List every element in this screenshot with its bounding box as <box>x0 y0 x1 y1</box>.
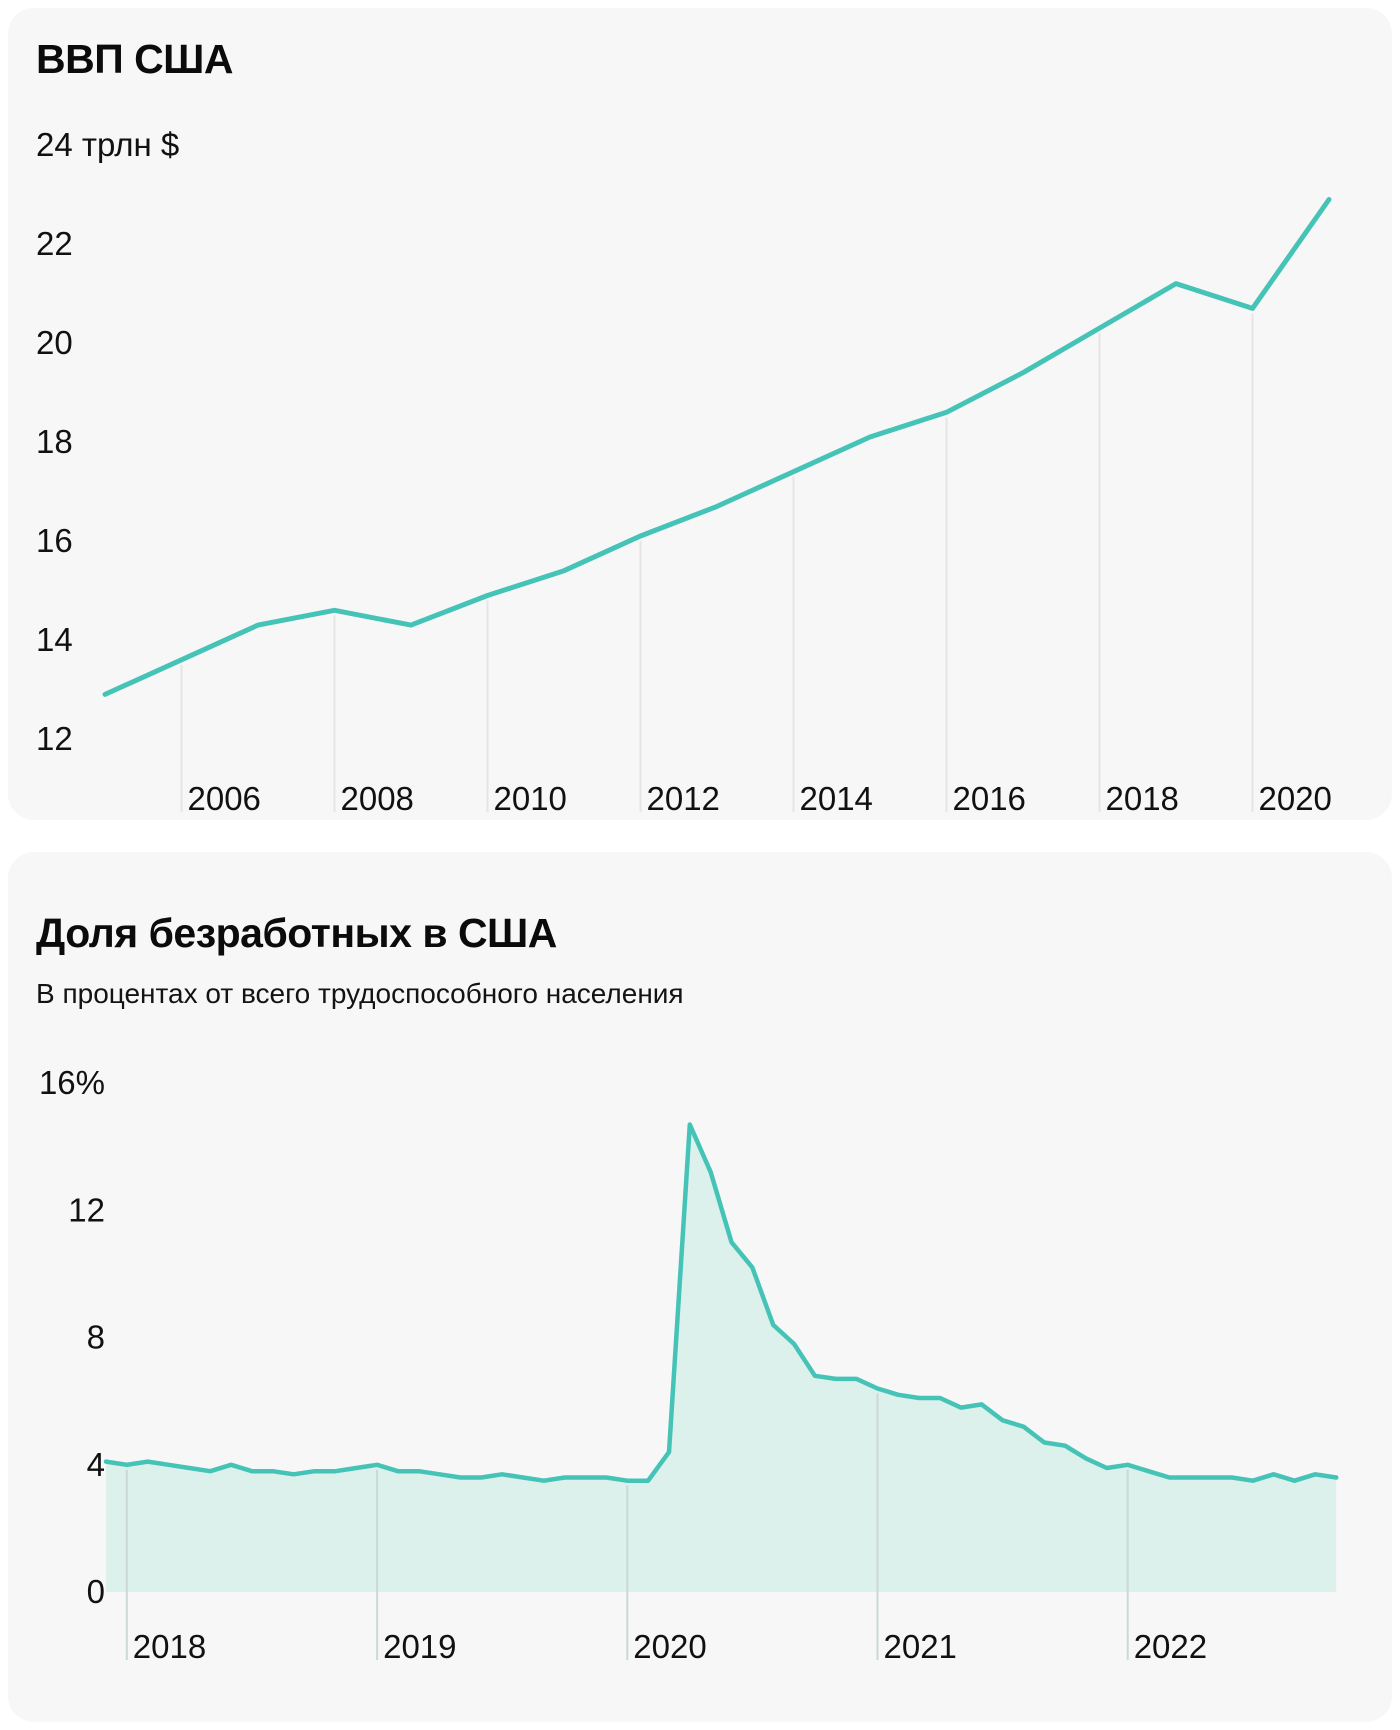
svg-text:2012: 2012 <box>647 780 720 817</box>
svg-text:12: 12 <box>36 720 73 757</box>
svg-text:20: 20 <box>36 324 73 361</box>
svg-text:2016: 2016 <box>953 780 1026 817</box>
svg-text:2010: 2010 <box>494 780 567 817</box>
gdp-gridlines <box>180 313 1254 812</box>
unemployment-y-axis-labels: 16% 12 8 4 0 <box>39 1064 105 1610</box>
svg-text:2019: 2019 <box>383 1628 456 1665</box>
svg-text:12: 12 <box>68 1191 105 1228</box>
unemployment-gridlines <box>125 1393 1129 1660</box>
unemployment-chart-subtitle: В процентах от всего трудоспособного нас… <box>36 978 684 1009</box>
unemployment-chart-title: Доля безработных в США <box>36 910 557 956</box>
svg-text:2018: 2018 <box>1106 780 1179 817</box>
svg-text:16: 16 <box>36 522 73 559</box>
unemployment-area-fill <box>106 1124 1337 1592</box>
unemployment-line <box>103 1122 1339 1483</box>
gdp-line <box>102 197 1332 697</box>
unemployment-chart-card: Доля безработных в США В процентах от вс… <box>8 852 1392 1722</box>
unemployment-x-axis-labels: 2018 2019 2020 2021 2022 <box>133 1628 1207 1665</box>
svg-text:16%: 16% <box>39 1064 105 1101</box>
svg-text:22: 22 <box>36 225 73 262</box>
svg-text:18: 18 <box>36 423 73 460</box>
gdp-x-axis-labels: 2006 2008 2010 2012 2014 2016 2018 2020 <box>188 780 1332 817</box>
svg-text:0: 0 <box>87 1573 105 1610</box>
svg-text:2006: 2006 <box>188 780 261 817</box>
gdp-chart-card: ВВП США 24 трлн $22 20 18 16 14 12 2006 2008 201… <box>8 8 1392 820</box>
svg-text:2020: 2020 <box>633 1628 706 1665</box>
svg-text:2018: 2018 <box>133 1628 206 1665</box>
gdp-y-axis-labels: 24 трлн $ 22 20 18 16 14 12 <box>36 126 179 757</box>
svg-text:2008: 2008 <box>341 780 414 817</box>
svg-text:2020: 2020 <box>1259 780 1332 817</box>
unemployment-area-chart: 16% 12 8 4 0 2018 2019 2020 2021 2022 <box>39 1064 1339 1665</box>
svg-text:14: 14 <box>36 621 73 658</box>
svg-text:8: 8 <box>87 1319 105 1356</box>
svg-text:2021: 2021 <box>884 1628 957 1665</box>
svg-text:2014: 2014 <box>800 780 873 817</box>
svg-text:24 трлн $: 24 трлн $ <box>36 126 179 163</box>
svg-text:4: 4 <box>87 1446 105 1483</box>
svg-text:2022: 2022 <box>1134 1628 1207 1665</box>
gdp-chart-title: ВВП США <box>36 36 234 82</box>
